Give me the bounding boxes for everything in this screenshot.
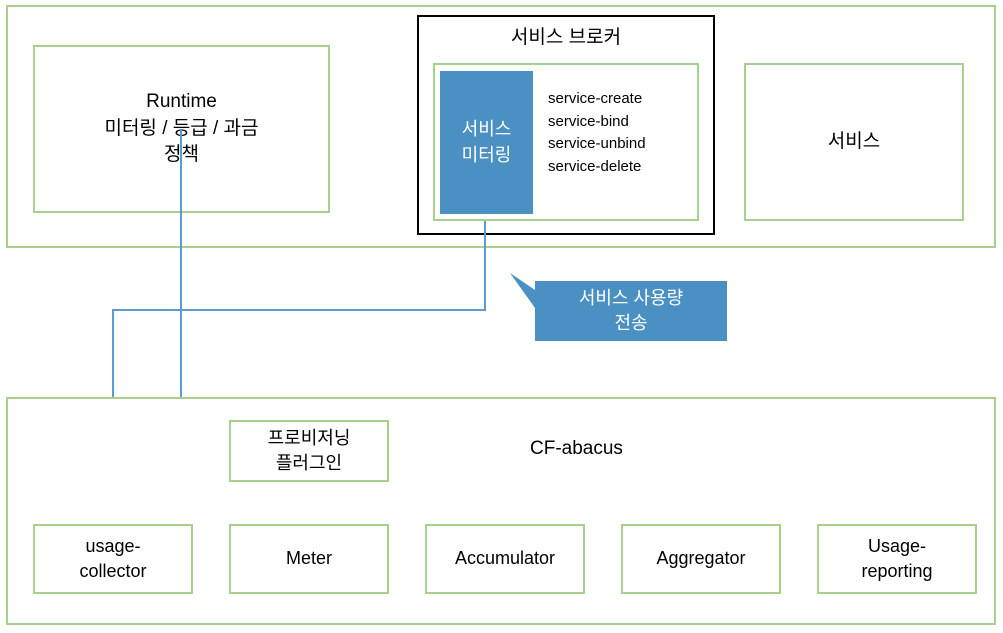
provisioning-plugin-box: 프로비저닝 플러그인 bbox=[229, 420, 389, 482]
runtime-line2: 미터링 / 등급 / 과금 bbox=[104, 116, 258, 143]
box-line1: Meter bbox=[286, 546, 332, 571]
service-box: 서비스 bbox=[744, 63, 964, 221]
service-broker-title: 서비스 브로커 bbox=[511, 25, 621, 52]
callout-line1: 서비스 사용량 bbox=[579, 286, 683, 311]
aggregator-box: Aggregator bbox=[621, 524, 781, 594]
api-item: service-unbind bbox=[548, 133, 646, 156]
box-line2: collector bbox=[79, 559, 146, 584]
service-metering-line1: 서비스 bbox=[462, 117, 512, 142]
accumulator-box: Accumulator bbox=[425, 524, 585, 594]
runtime-policy-box: Runtime 미터링 / 등급 / 과금 정책 bbox=[33, 45, 330, 213]
api-item: service-create bbox=[548, 88, 646, 111]
box-line1: usage- bbox=[85, 534, 140, 559]
provisioning-line1: 프로비저닝 bbox=[268, 426, 351, 451]
meter-box: Meter bbox=[229, 524, 389, 594]
runtime-line3: 정책 bbox=[164, 142, 199, 169]
usage-callout: 서비스 사용량 전송 bbox=[535, 281, 727, 341]
diagram-container: Runtime 미터링 / 등급 / 과금 정책 서비스 브로커 서비스 미터링… bbox=[0, 0, 1003, 633]
service-metering-line2: 미터링 bbox=[462, 143, 512, 168]
provisioning-line2: 플러그인 bbox=[276, 451, 342, 476]
box-line2: reporting bbox=[861, 559, 932, 584]
usage-reporting-box: Usage- reporting bbox=[817, 524, 977, 594]
api-list: service-create service-bind service-unbi… bbox=[548, 88, 646, 178]
box-line1: Accumulator bbox=[455, 546, 555, 571]
cf-abacus-label: CF-abacus bbox=[530, 438, 623, 460]
box-line1: Usage- bbox=[868, 534, 926, 559]
box-line1: Aggregator bbox=[656, 546, 745, 571]
api-item: service-bind bbox=[548, 111, 646, 134]
service-metering-box: 서비스 미터링 bbox=[440, 71, 533, 214]
api-item: service-delete bbox=[548, 156, 646, 179]
runtime-line1: Runtime bbox=[146, 89, 217, 116]
service-label: 서비스 bbox=[828, 129, 880, 156]
usage-collector-box: usage- collector bbox=[33, 524, 193, 594]
callout-line2: 전송 bbox=[614, 311, 647, 336]
